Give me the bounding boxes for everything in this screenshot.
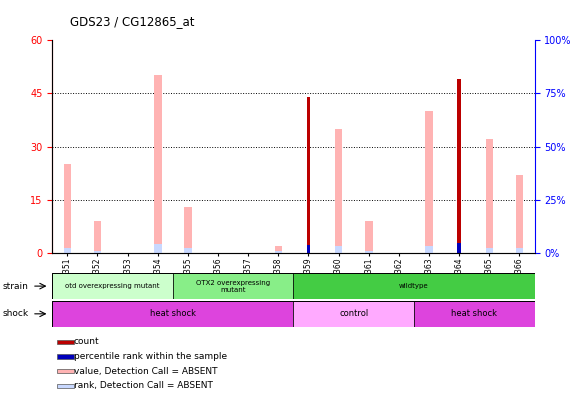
Bar bbox=[94, 251, 101, 253]
Bar bbox=[173, 273, 293, 299]
Bar bbox=[184, 207, 192, 253]
Text: control: control bbox=[339, 309, 368, 318]
Bar bbox=[57, 369, 74, 373]
Bar bbox=[365, 251, 372, 253]
Bar bbox=[516, 248, 523, 253]
Bar bbox=[365, 221, 372, 253]
Bar bbox=[457, 79, 461, 253]
Bar bbox=[425, 111, 433, 253]
Bar bbox=[335, 129, 342, 253]
Bar bbox=[335, 246, 342, 253]
Text: value, Detection Call = ABSENT: value, Detection Call = ABSENT bbox=[74, 367, 217, 376]
Bar bbox=[52, 301, 293, 327]
Bar bbox=[307, 245, 310, 253]
Text: rank, Detection Call = ABSENT: rank, Detection Call = ABSENT bbox=[74, 381, 213, 390]
Bar bbox=[94, 221, 101, 253]
Text: shock: shock bbox=[3, 309, 29, 318]
Bar bbox=[516, 175, 523, 253]
Text: strain: strain bbox=[3, 282, 29, 291]
Bar bbox=[425, 246, 433, 253]
Bar bbox=[184, 248, 192, 253]
Text: percentile rank within the sample: percentile rank within the sample bbox=[74, 352, 227, 361]
Bar bbox=[52, 273, 173, 299]
Bar bbox=[154, 75, 162, 253]
Text: OTX2 overexpressing
mutant: OTX2 overexpressing mutant bbox=[196, 280, 270, 293]
Text: GDS23 / CG12865_at: GDS23 / CG12865_at bbox=[70, 15, 194, 28]
Bar bbox=[414, 301, 535, 327]
Bar bbox=[154, 244, 162, 253]
Bar bbox=[486, 139, 493, 253]
Bar bbox=[57, 354, 74, 359]
Text: otd overexpressing mutant: otd overexpressing mutant bbox=[65, 283, 160, 289]
Text: heat shock: heat shock bbox=[451, 309, 497, 318]
Bar bbox=[275, 246, 282, 253]
Bar bbox=[293, 301, 414, 327]
Bar bbox=[57, 339, 74, 344]
Bar bbox=[57, 384, 74, 388]
Bar bbox=[486, 248, 493, 253]
Text: wildtype: wildtype bbox=[399, 283, 429, 289]
Bar bbox=[457, 243, 461, 253]
Bar bbox=[63, 164, 71, 253]
Bar bbox=[275, 251, 282, 253]
Bar bbox=[293, 273, 535, 299]
Bar bbox=[307, 97, 310, 253]
Text: count: count bbox=[74, 337, 99, 346]
Bar bbox=[63, 248, 71, 253]
Text: heat shock: heat shock bbox=[150, 309, 196, 318]
